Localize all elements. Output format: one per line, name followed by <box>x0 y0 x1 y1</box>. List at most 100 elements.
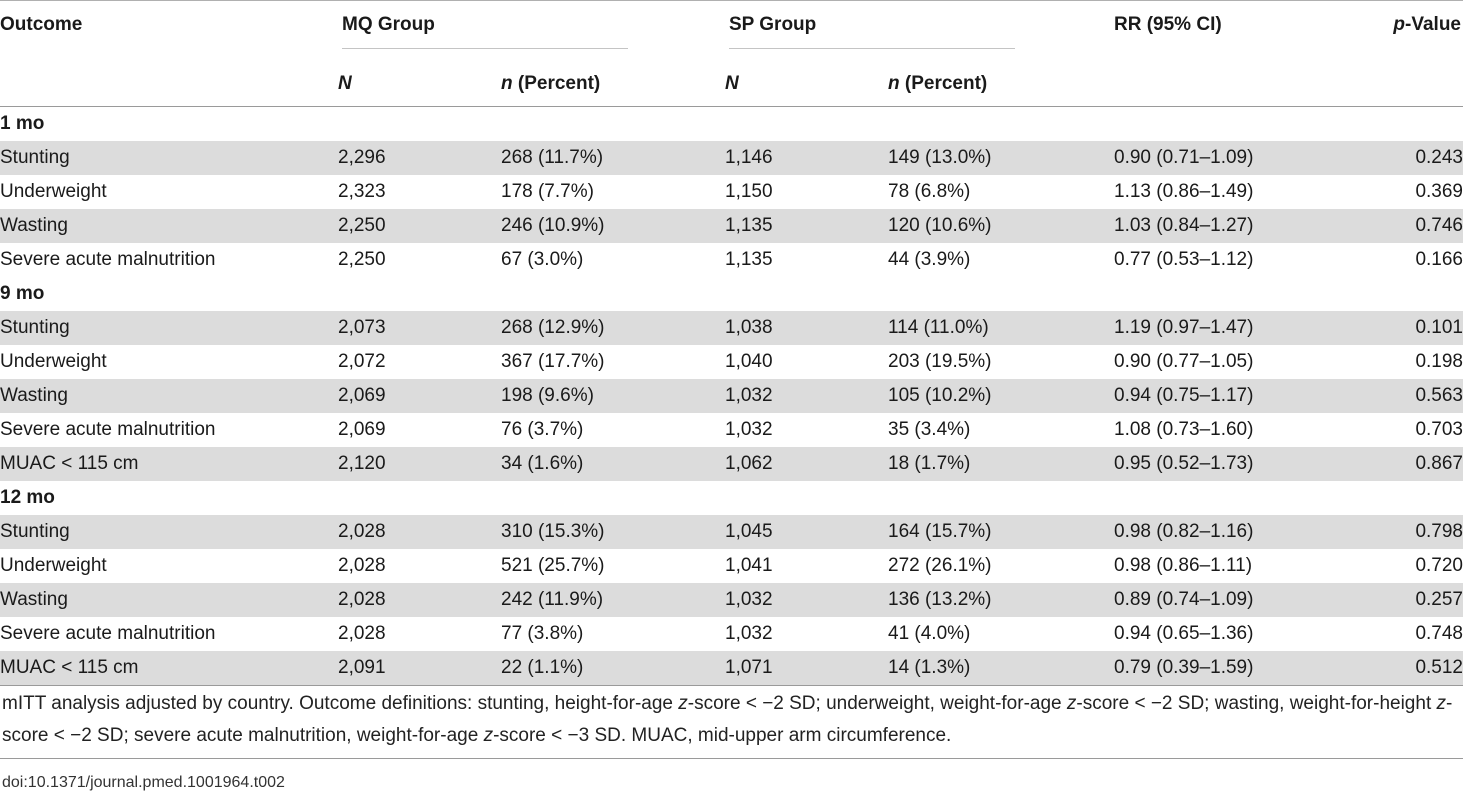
p-value-cell: 0.257 <box>1376 583 1463 617</box>
header-row-sub: N n (Percent) N n (Percent) <box>0 62 1463 107</box>
footnote-z: z <box>678 693 688 714</box>
section-row: 12 mo <box>0 481 1463 515</box>
sp-n-cell: 203 (19.5%) <box>888 351 992 372</box>
outcome-cell: Severe acute malnutrition <box>0 249 216 270</box>
footnote-text: -score < −2 SD; wasting, weight-for-heig… <box>1076 693 1437 714</box>
sp-N-cell: 1,032 <box>725 379 888 413</box>
sp-N-cell: 1,045 <box>725 515 888 549</box>
p-value-cell: 0.867 <box>1376 447 1463 481</box>
sp-n-cell: 164 (15.7%) <box>888 515 1114 549</box>
footnote-text: -score < −3 SD. MUAC, mid-upper arm circ… <box>493 725 952 746</box>
p-value-cell: 0.748 <box>1415 623 1463 644</box>
table-footnote: mITT analysis adjusted by country. Outco… <box>2 688 1457 752</box>
p-value-cell: 0.369 <box>1415 181 1463 202</box>
doi-label: doi:10.1371/journal.pmed.1001964.t002 <box>2 774 285 791</box>
blank-cell <box>0 62 338 107</box>
mq-n-cell: 22 (1.1%) <box>501 651 725 686</box>
mq-N-cell: 2,069 <box>338 419 386 440</box>
outcome-cell: Underweight <box>0 351 107 372</box>
mq-N-cell: 2,069 <box>338 379 501 413</box>
rr-cell: 0.77 (0.53–1.12) <box>1114 249 1254 270</box>
rr-cell: 1.13 (0.86–1.49) <box>1114 181 1254 202</box>
mq-N-header: N <box>338 73 352 94</box>
mq-n-cell: 34 (1.6%) <box>501 447 725 481</box>
p-value-cell: 0.243 <box>1376 141 1463 175</box>
mq-N-cell: 2,296 <box>338 141 501 175</box>
mq-n-cell: 268 (11.7%) <box>501 141 725 175</box>
p-value-cell: 0.720 <box>1415 555 1463 576</box>
outcome-cell: Severe acute malnutrition <box>0 419 216 440</box>
rr-cell: 0.98 (0.82–1.16) <box>1114 515 1376 549</box>
sp-N-cell: 1,032 <box>725 623 773 644</box>
mq-group-rule <box>342 14 628 49</box>
outcome-cell: MUAC < 115 cm <box>0 651 338 686</box>
mq-n-cell: 521 (25.7%) <box>501 555 605 576</box>
mq-n-rest: (Percent) <box>512 73 601 94</box>
outcome-cell: Underweight <box>0 555 107 576</box>
mq-group-header: MQ Group <box>338 1 725 63</box>
sp-n-cell: 78 (6.8%) <box>888 181 971 202</box>
outcome-cell: Severe acute malnutrition <box>0 623 216 644</box>
blank-cell <box>1376 62 1463 107</box>
table-row: Wasting 2,069 198 (9.6%) 1,032 105 (10.2%) 0.… <box>0 379 1463 413</box>
outcome-cell: Stunting <box>0 141 338 175</box>
section-label: 12 mo <box>0 481 1463 515</box>
sp-N-cell: 1,041 <box>725 555 773 576</box>
sp-n-cell: 272 (26.1%) <box>888 555 992 576</box>
table-row: Underweight 2,028 521 (25.7%) 1,041 272 (26.… <box>0 549 1463 583</box>
sp-n-cell: 18 (1.7%) <box>888 447 1114 481</box>
mq-N-cell: 2,091 <box>338 651 501 686</box>
outcome-cell: MUAC < 115 cm <box>0 447 338 481</box>
rr-cell: 0.90 (0.77–1.05) <box>1114 351 1254 372</box>
outcome-cell: Stunting <box>0 311 338 345</box>
footnote-z: z <box>1436 693 1447 714</box>
mq-n-cell: 77 (3.8%) <box>501 623 584 644</box>
rr-cell: 0.79 (0.39–1.59) <box>1114 651 1376 686</box>
sp-N-cell: 1,062 <box>725 447 888 481</box>
mq-N-cell: 2,250 <box>338 209 501 243</box>
p-value-cell: 0.746 <box>1376 209 1463 243</box>
sp-N-cell: 1,040 <box>725 351 773 372</box>
table-row: MUAC < 115 cm 2,120 34 (1.6%) 1,062 18 (1.7%… <box>0 447 1463 481</box>
sp-N-header: N <box>725 73 739 94</box>
sp-n-cell: 136 (13.2%) <box>888 583 1114 617</box>
p-value-cell: 0.101 <box>1376 311 1463 345</box>
rr-cell: 0.98 (0.86–1.11) <box>1114 555 1253 576</box>
rr-cell: 0.89 (0.74–1.09) <box>1114 583 1376 617</box>
mq-N-cell: 2,072 <box>338 351 386 372</box>
sp-n-cell: 44 (3.9%) <box>888 249 971 270</box>
rr-cell: 1.19 (0.97–1.47) <box>1114 311 1376 345</box>
sp-N-cell: 1,150 <box>725 181 773 202</box>
footnote-text: mITT analysis adjusted by country. Outco… <box>2 693 679 714</box>
mq-N-cell: 2,120 <box>338 447 501 481</box>
mq-n-cell: 242 (11.9%) <box>501 583 725 617</box>
mq-N-cell: 2,028 <box>338 555 386 576</box>
sp-group-header: SP Group <box>725 1 1114 63</box>
table-row: Stunting 2,028 310 (15.3%) 1,045 164 (15.7%)… <box>0 515 1463 549</box>
mq-n-cell: 268 (12.9%) <box>501 311 725 345</box>
rr-cell: 0.90 (0.71–1.09) <box>1114 141 1376 175</box>
p-value-cell: 0.512 <box>1376 651 1463 686</box>
table-row: Underweight 2,323 178 (7.7%) 1,150 78 (6.8%)… <box>0 175 1463 209</box>
outcome-header: Outcome <box>0 14 83 35</box>
mq-n-cell: 67 (3.0%) <box>501 249 584 270</box>
sp-N-cell: 1,146 <box>725 141 888 175</box>
header-row-groups: Outcome MQ Group SP Group RR (95% CI) p-… <box>0 1 1463 63</box>
outcome-cell: Underweight <box>0 181 107 202</box>
section-label: 9 mo <box>0 277 1463 311</box>
sp-n-header: n (Percent) <box>888 62 1114 107</box>
table-row: Severe acute malnutrition 2,028 77 (3.8%) 1… <box>0 617 1463 651</box>
mq-N-cell: 2,028 <box>338 515 501 549</box>
mq-n-cell: 310 (15.3%) <box>501 515 725 549</box>
rr-cell: 0.95 (0.52–1.73) <box>1114 447 1376 481</box>
table-row: MUAC < 115 cm 2,091 22 (1.1%) 1,071 14 (1.3%… <box>0 651 1463 686</box>
mq-N-cell: 2,028 <box>338 623 386 644</box>
mq-N-cell: 2,028 <box>338 583 501 617</box>
outcome-cell: Wasting <box>0 379 338 413</box>
rr-cell: 1.08 (0.73–1.60) <box>1114 419 1254 440</box>
sp-n-cell: 35 (3.4%) <box>888 419 971 440</box>
sp-n-cell: 114 (11.0%) <box>888 311 1114 345</box>
mq-n-italic: n <box>501 73 513 94</box>
p-rest: -Value <box>1405 14 1461 35</box>
mq-N-cell: 2,250 <box>338 249 386 270</box>
